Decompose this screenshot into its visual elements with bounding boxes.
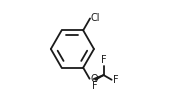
Text: F: F bbox=[101, 55, 106, 65]
Text: Cl: Cl bbox=[91, 13, 100, 23]
Text: O: O bbox=[90, 74, 98, 84]
Text: F: F bbox=[113, 75, 119, 85]
Text: F: F bbox=[92, 81, 98, 91]
